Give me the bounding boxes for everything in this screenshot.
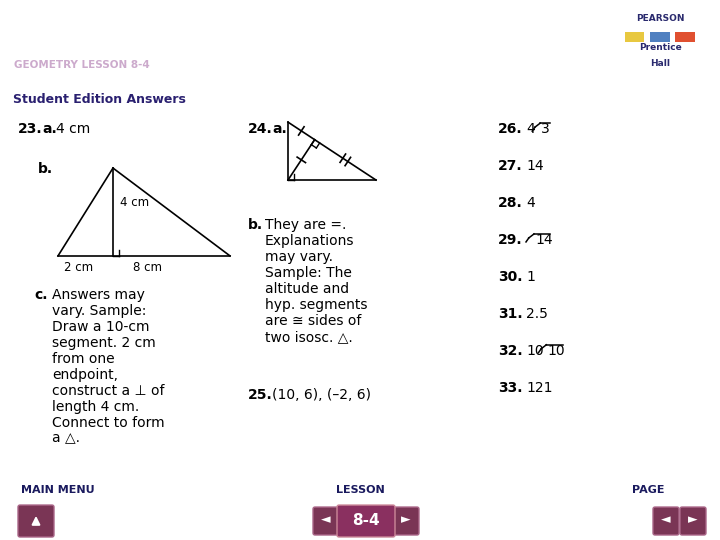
Text: are ≅ sides of: are ≅ sides of: [265, 314, 361, 328]
Text: hyp. segments: hyp. segments: [265, 298, 367, 312]
Text: GEOMETRY LESSON 8-4: GEOMETRY LESSON 8-4: [14, 59, 150, 70]
FancyBboxPatch shape: [313, 507, 339, 535]
Bar: [675, 32, 695, 42]
Text: 8 cm: 8 cm: [133, 261, 162, 274]
Text: may vary.: may vary.: [265, 250, 333, 264]
FancyBboxPatch shape: [653, 507, 679, 535]
Text: 4 cm: 4 cm: [56, 122, 90, 136]
Text: ►: ►: [688, 514, 698, 526]
Text: 29.: 29.: [498, 233, 523, 247]
Text: a.: a.: [272, 122, 287, 136]
Text: c.: c.: [34, 288, 48, 302]
Text: 10: 10: [547, 344, 565, 358]
Text: two isosc. △.: two isosc. △.: [265, 330, 353, 344]
Text: length 4 cm.: length 4 cm.: [52, 400, 139, 414]
Text: segment. 2 cm: segment. 2 cm: [52, 336, 156, 350]
Text: b.: b.: [248, 218, 263, 232]
Text: MAIN MENU: MAIN MENU: [21, 485, 94, 495]
FancyBboxPatch shape: [18, 505, 54, 537]
Text: endpoint,: endpoint,: [52, 368, 118, 382]
FancyBboxPatch shape: [393, 507, 419, 535]
Text: a △.: a △.: [52, 431, 80, 446]
FancyBboxPatch shape: [337, 505, 395, 537]
Text: 24.: 24.: [248, 122, 273, 136]
Text: 25.: 25.: [248, 388, 273, 402]
Text: Draw a 10-cm: Draw a 10-cm: [52, 320, 150, 334]
Text: Explanations: Explanations: [265, 234, 354, 248]
Text: 2.5: 2.5: [526, 307, 548, 321]
Text: a.: a.: [42, 122, 57, 136]
Text: They are =.: They are =.: [265, 218, 346, 232]
Text: PEARSON: PEARSON: [636, 14, 685, 23]
Text: 121: 121: [526, 381, 552, 395]
FancyBboxPatch shape: [680, 507, 706, 535]
Text: 26.: 26.: [498, 122, 523, 136]
Text: 27.: 27.: [498, 159, 523, 173]
Text: 4 cm: 4 cm: [120, 196, 149, 209]
Text: LESSON: LESSON: [336, 485, 384, 495]
Text: Similarity in Right Triangles: Similarity in Right Triangles: [14, 23, 385, 46]
Text: 32.: 32.: [498, 344, 523, 358]
Text: b.: b.: [38, 162, 53, 176]
Text: 31.: 31.: [498, 307, 523, 321]
Text: 14: 14: [535, 233, 553, 247]
Text: 4: 4: [526, 196, 535, 210]
Text: 8-4: 8-4: [352, 512, 380, 528]
Text: 3: 3: [541, 122, 550, 136]
Text: Connect to form: Connect to form: [52, 416, 165, 430]
Text: 10: 10: [526, 344, 544, 358]
Text: ◄: ◄: [661, 514, 671, 526]
Text: PAGE: PAGE: [631, 485, 665, 495]
Text: altitude and: altitude and: [265, 282, 349, 296]
Text: Sample: The: Sample: The: [265, 266, 352, 280]
Text: 30.: 30.: [498, 270, 523, 284]
Text: Prentice: Prentice: [639, 43, 682, 52]
Text: construct a ⊥ of: construct a ⊥ of: [52, 384, 164, 397]
Text: 2 cm: 2 cm: [64, 261, 93, 274]
Bar: [650, 32, 670, 42]
Bar: [625, 32, 644, 42]
Text: 14: 14: [526, 159, 544, 173]
Text: ◄: ◄: [321, 514, 330, 526]
Text: Hall: Hall: [651, 59, 670, 68]
Text: Answers may: Answers may: [52, 288, 145, 302]
Text: ►: ►: [401, 514, 411, 526]
Text: 28.: 28.: [498, 196, 523, 210]
Text: Student Edition Answers: Student Edition Answers: [13, 93, 186, 106]
Text: 4: 4: [526, 122, 535, 136]
Text: from one: from one: [52, 352, 114, 366]
Text: 23.: 23.: [18, 122, 42, 136]
Text: vary. Sample:: vary. Sample:: [52, 304, 146, 318]
Text: 33.: 33.: [498, 381, 523, 395]
Text: (10, 6), (–2, 6): (10, 6), (–2, 6): [272, 388, 371, 402]
Text: 1: 1: [526, 270, 535, 284]
